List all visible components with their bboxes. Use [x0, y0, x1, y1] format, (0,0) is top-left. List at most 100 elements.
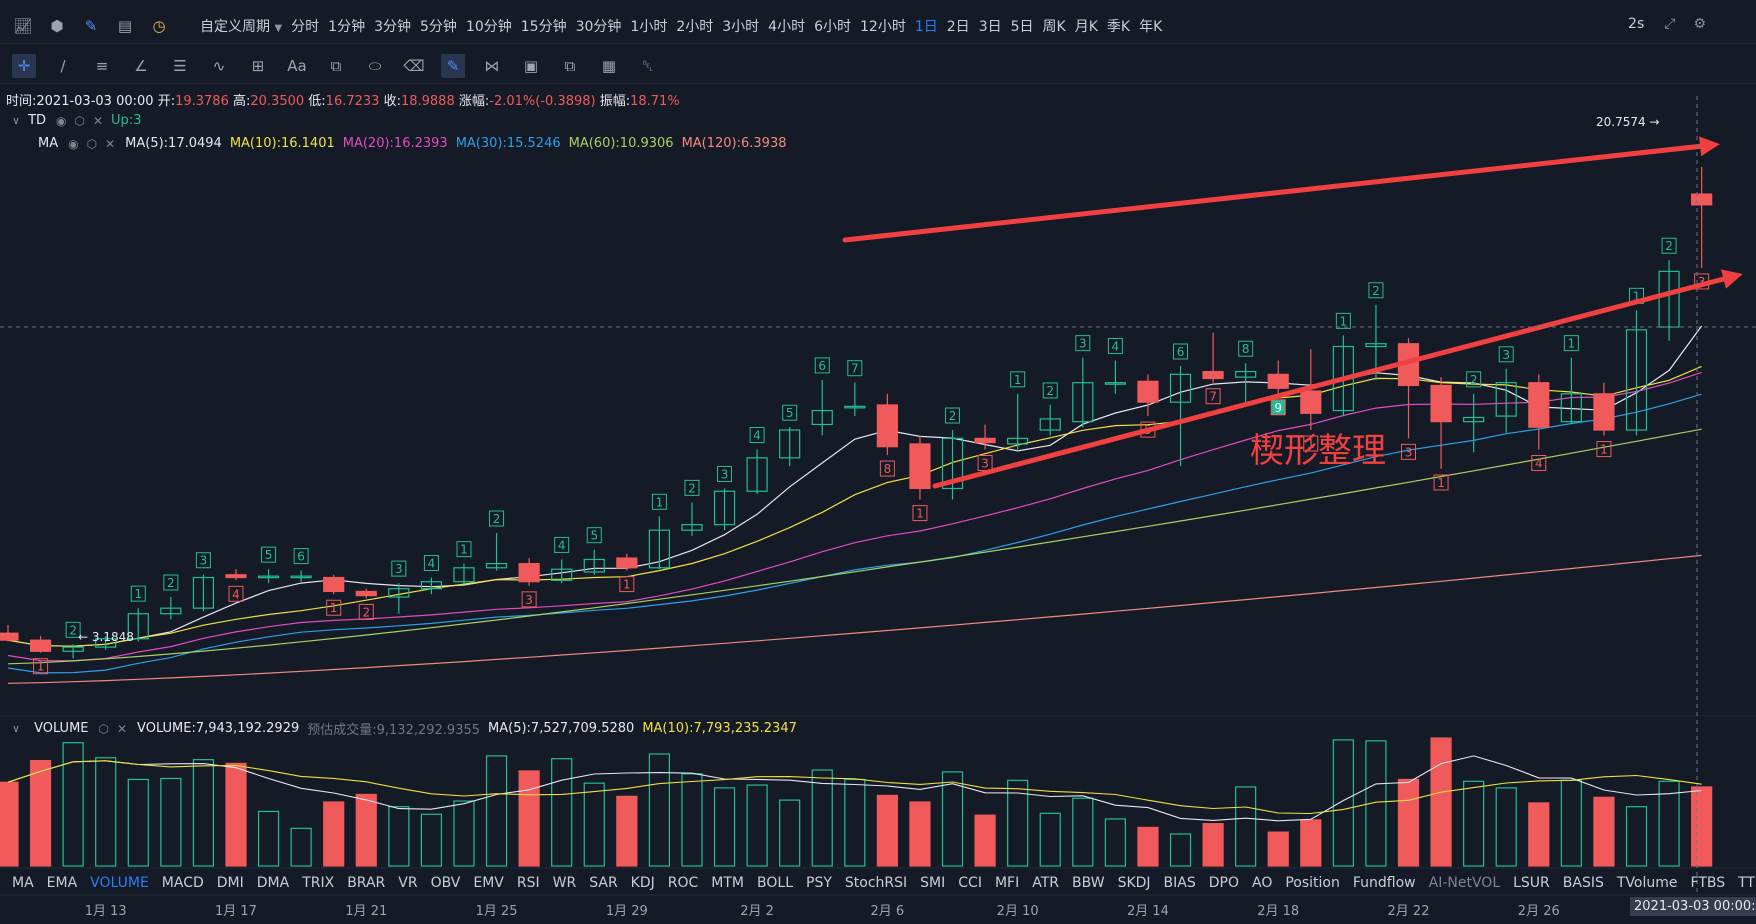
indicator-tab-lsur[interactable]: LSUR [1513, 875, 1550, 891]
fullscreen-icon[interactable]: ⤢ [1664, 16, 1676, 32]
period-14[interactable]: 2日 [946, 18, 970, 35]
period-4[interactable]: 10分钟 [465, 18, 512, 35]
settings-icon[interactable]: ⚙ [1693, 16, 1706, 32]
indicator-tab-basis[interactable]: BASIS [1562, 875, 1604, 891]
trend-line-icon[interactable]: ∕ [60, 56, 66, 75]
indicator-tab-sar[interactable]: SAR [589, 875, 618, 891]
indicator-tab-stochrsi[interactable]: StochRSI [844, 875, 908, 891]
indicator-tab-psy[interactable]: PSY [806, 875, 832, 891]
indicator-tab-ao[interactable]: AO [1252, 875, 1273, 891]
period-19[interactable]: 季K [1106, 18, 1131, 35]
indicator-tab-atr[interactable]: ATR [1032, 875, 1059, 891]
indicator-tab-ma[interactable]: MA [12, 875, 34, 891]
period-16[interactable]: 5日 [1010, 18, 1034, 35]
period-15[interactable]: 3日 [978, 18, 1002, 35]
period-8[interactable]: 2小时 [676, 18, 714, 35]
period-7[interactable]: 1小时 [630, 18, 668, 35]
indicator-tab-kdj[interactable]: KDJ [630, 875, 655, 891]
replay-icon[interactable]: ◷ [152, 16, 166, 35]
period-5[interactable]: 15分钟 [520, 18, 567, 35]
td-count-box [195, 552, 211, 569]
candle-body [746, 457, 768, 492]
period-17[interactable]: 周K [1042, 18, 1066, 35]
refresh-interval[interactable]: 2s [1628, 16, 1645, 32]
indicator-tab-obv[interactable]: OBV [430, 875, 461, 891]
period-20[interactable]: 年K [1139, 18, 1163, 35]
indicator-tab-mtm[interactable]: MTM [711, 875, 745, 891]
indicator-tab-roc[interactable]: ROC [667, 875, 699, 891]
period-6[interactable]: 30分钟 [575, 18, 622, 35]
collapse-chevron-icon[interactable]: ∨ [12, 114, 21, 127]
indicator-tab-dpo[interactable]: DPO [1208, 875, 1239, 891]
indicator-tab-emv[interactable]: EMV [473, 875, 504, 891]
indicator-tab-bbw[interactable]: BBW [1072, 875, 1105, 891]
indicator-tab-fundflow[interactable]: Fundflow [1352, 875, 1416, 891]
trash-icon[interactable]: ␡ [641, 56, 654, 75]
eye-icon[interactable]: ◉ [56, 113, 67, 128]
copy-icon[interactable]: ⧉ [564, 56, 576, 75]
indicator-tab-ema[interactable]: EMA [46, 875, 78, 891]
close-icon[interactable]: ✕ [105, 136, 116, 151]
eraser-icon[interactable]: ⌫ [403, 56, 425, 75]
indicator-settings-icon[interactable]: ⬢ [50, 16, 64, 35]
brush-icon[interactable]: ✎ [441, 53, 465, 78]
indicator-tab-rsi[interactable]: RSI [516, 875, 540, 891]
period-10[interactable]: 4小时 [768, 18, 806, 35]
period-1[interactable]: 1分钟 [328, 18, 366, 35]
period-12[interactable]: 12小时 [860, 18, 906, 35]
period-0[interactable]: 分时 [291, 18, 320, 35]
gear-icon[interactable]: ⬡ [74, 113, 85, 128]
layout-icon[interactable]: ▦ [601, 56, 617, 75]
calendar-icon[interactable]: ▤ [117, 16, 133, 35]
indicator-tab-tvolume[interactable]: TVolume [1616, 875, 1678, 891]
chart-type-icon[interactable]: 📈︎ [13, 16, 33, 35]
eye-icon[interactable]: ◉ [68, 136, 79, 151]
indicator-tab-macd[interactable]: MACD [161, 875, 204, 891]
volume-bar [1658, 780, 1680, 867]
fib-icon[interactable]: ≡ [95, 56, 109, 75]
td-count-label: 4 [232, 587, 240, 601]
crosshair-icon[interactable]: ✛ [12, 53, 36, 78]
close-label: 收: [383, 94, 401, 109]
indicator-tab-boll[interactable]: BOLL [757, 875, 793, 891]
indicator-tab-wr[interactable]: WR [552, 875, 577, 891]
indicator-tab-brar[interactable]: BRAR [347, 875, 386, 891]
indicator-tab-ai-netvol[interactable]: AI-NetVOL [1428, 875, 1501, 891]
collapse-chevron-icon[interactable]: ∨ [12, 722, 21, 735]
indicator-tab-mfi[interactable]: MFI [994, 875, 1020, 891]
period-11[interactable]: 6小时 [814, 18, 852, 35]
shape-icon[interactable]: ⬭ [368, 56, 382, 75]
indicator-tab-volume[interactable]: VOLUME [90, 875, 149, 891]
gear-icon[interactable]: ⬡ [98, 721, 109, 736]
indicator-tab-trix[interactable]: TRIX [302, 875, 335, 891]
period-9[interactable]: 3小时 [722, 18, 760, 35]
gear-icon[interactable]: ⬡ [86, 136, 98, 151]
indicator-tab-bias[interactable]: BIAS [1163, 875, 1196, 891]
wave-icon[interactable]: ∿ [212, 56, 226, 75]
angle-icon[interactable]: ∠ [134, 56, 148, 75]
indicator-tab-dma[interactable]: DMA [256, 875, 290, 891]
indicator-tab-position[interactable]: Position [1285, 875, 1340, 891]
indicator-tab-vr[interactable]: VR [398, 875, 418, 891]
draw-pen-icon[interactable]: ✎ [84, 16, 98, 35]
indicator-tab-smi[interactable]: SMI [920, 875, 946, 891]
parallel-lines-icon[interactable]: ☰ [173, 56, 187, 75]
close-icon[interactable]: ✕ [92, 113, 104, 128]
indicator-tab-ftbs[interactable]: FTBS [1690, 875, 1726, 891]
measure-icon[interactable]: ⊞ [251, 56, 265, 75]
period-3[interactable]: 5分钟 [420, 18, 457, 35]
indicator-tab-skdj[interactable]: SKDJ [1117, 875, 1151, 891]
period-13[interactable]: 1日 [914, 18, 938, 35]
period-2[interactable]: 3分钟 [374, 18, 411, 35]
indicator-tab-cci[interactable]: CCI [958, 875, 982, 891]
pattern-icon[interactable]: ⧉ [330, 56, 342, 75]
indicator-tab-dmi[interactable]: DMI [216, 875, 244, 891]
period-18[interactable]: 月K [1074, 18, 1098, 35]
custom-period-select[interactable]: 自定义周期 ▼ [200, 16, 282, 36]
lock-icon[interactable]: ▣ [523, 56, 539, 75]
close-icon[interactable]: ✕ [116, 721, 128, 736]
text-icon[interactable]: Aa [287, 56, 307, 75]
indicator-tab-ttsi[interactable]: TTSI [1738, 875, 1756, 891]
magnet-icon[interactable]: ⋈ [484, 56, 500, 75]
